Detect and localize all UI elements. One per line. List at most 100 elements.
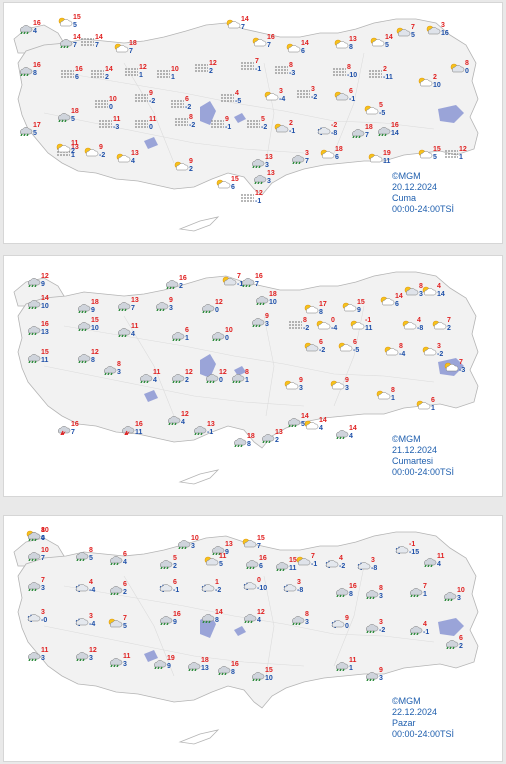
rain-icon — [18, 125, 33, 136]
rain-icon — [56, 111, 71, 122]
weather-station: 12 4 — [166, 410, 200, 428]
fog-icon — [124, 67, 139, 78]
rain-icon — [290, 614, 305, 625]
max-temp: 13 — [267, 170, 275, 177]
max-temp: 16 — [267, 34, 275, 41]
max-temp: 8 — [399, 343, 403, 350]
lake — [200, 101, 216, 125]
min-temp: 3 — [191, 543, 195, 550]
max-temp: 11 — [71, 140, 79, 147]
min-temp: 11 — [289, 565, 297, 572]
max-temp: 1 — [215, 579, 219, 586]
max-temp: 19 — [383, 150, 391, 157]
fog-icon — [444, 149, 459, 160]
sun-icon — [226, 19, 241, 30]
forecast-map-day-2: 12 9 16 2 7 -1 16 7 18 10 17 8 15 9 14 6 8 3 4 14 14 10 18 9 13 7… — [3, 255, 503, 497]
min-temp: 5 — [385, 42, 389, 49]
weather-station: 4 -1 — [408, 620, 442, 638]
sun-icon — [316, 320, 331, 331]
max-temp: 14 — [301, 413, 309, 420]
weather-station: 9 -2 — [134, 89, 168, 107]
min-temp: 4 — [33, 28, 37, 35]
weather-station: 15 7 — [242, 534, 276, 552]
time-label: 00:00-24:00TSİ — [392, 729, 455, 739]
turkey-map-2 — [13, 271, 479, 485]
sun-icon — [364, 105, 379, 116]
min-temp: 8 — [231, 669, 235, 676]
max-temp: 2 — [383, 66, 387, 73]
max-temp: 6 — [353, 339, 357, 346]
max-temp: 6 — [349, 88, 353, 95]
min-temp: 4 — [41, 535, 45, 542]
weather-station: 15 5 — [58, 13, 92, 31]
weather-station: 12 8 — [76, 348, 110, 366]
province-border — [63, 325, 435, 383]
province-border — [43, 365, 305, 407]
weather-station: 3 -2 — [364, 618, 398, 636]
max-temp: 16 — [33, 62, 41, 69]
max-temp: 14 — [215, 609, 223, 616]
max-temp: 13 — [131, 150, 139, 157]
max-temp: 3 — [441, 22, 445, 29]
weather-station: ✱4-2 — [324, 554, 358, 572]
weather-station: 13 -1 — [192, 420, 226, 438]
partly-cloudy-icon — [426, 25, 441, 36]
min-temp: -4 — [331, 325, 338, 332]
max-temp: 12 — [185, 369, 193, 376]
rain-icon — [250, 316, 265, 327]
turkey-map-1 — [13, 18, 479, 232]
min-temp: 3 — [89, 655, 93, 662]
min-temp: 7 — [257, 543, 261, 550]
max-temp: 10 — [225, 327, 233, 334]
min-temp: -2 — [379, 627, 386, 634]
min-temp: 7 — [241, 24, 245, 31]
province-border — [123, 62, 175, 164]
weather-station: 14 5 — [286, 412, 320, 430]
min-temp: -2 — [437, 351, 444, 358]
max-temp: 15 — [231, 176, 239, 183]
rain-icon — [76, 352, 91, 363]
province-border — [63, 585, 435, 643]
sun-icon — [422, 346, 437, 357]
max-temp: 16 — [75, 66, 83, 73]
max-temp: 18 — [365, 124, 373, 131]
fog-icon — [368, 69, 383, 80]
rain-icon — [164, 278, 179, 289]
max-temp: 2 — [433, 74, 437, 81]
weather-station: ✱3-8 — [282, 578, 316, 596]
sun-icon — [264, 91, 279, 102]
rain-icon — [250, 157, 265, 168]
fog-icon — [134, 93, 149, 104]
min-temp: 8 — [349, 591, 353, 598]
min-temp: 11 — [135, 429, 143, 436]
rain-icon — [200, 612, 215, 623]
min-temp: 5 — [301, 421, 305, 428]
min-temp: 7 — [365, 132, 369, 139]
province-border — [333, 565, 365, 667]
max-temp: 9 — [149, 90, 153, 97]
rain-icon — [74, 550, 89, 561]
fog-icon — [274, 65, 289, 76]
min-temp: 10 — [41, 303, 49, 310]
min-temp: 6 — [75, 74, 79, 81]
sun-icon — [422, 286, 437, 297]
weather-station: 14 7 — [80, 33, 114, 51]
max-temp: 12 — [209, 60, 217, 67]
min-temp: 6 — [231, 184, 235, 191]
weather-station: 18 7 — [350, 123, 384, 141]
min-temp: 0 — [345, 623, 349, 630]
max-temp: 0 — [257, 577, 261, 584]
max-temp: 14 — [105, 66, 113, 73]
max-temp: 3 — [371, 557, 375, 564]
snow-icon: ✱ — [242, 580, 257, 591]
min-temp: -2 — [189, 122, 196, 129]
weather-station: 15 9 — [342, 298, 376, 316]
min-temp: 4 — [131, 158, 135, 165]
max-temp: 6 — [185, 327, 189, 334]
min-temp: 3 — [419, 291, 423, 298]
rain-icon — [334, 660, 349, 671]
